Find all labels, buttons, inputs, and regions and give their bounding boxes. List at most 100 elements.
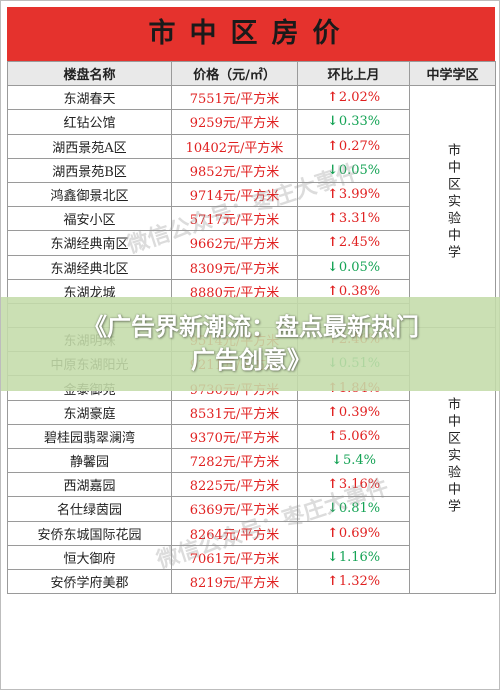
arrow-up-icon: ↑ [327,90,339,106]
banner-line-2: 广告创意》 [191,346,311,374]
property-name: 恒大御府 [7,544,172,570]
property-name: 福安小区 [7,206,172,232]
month-change: ↓0.05% [297,157,410,183]
headline-banner: 《广告界新潮流：盘点最新热门 广告创意》 [1,297,500,391]
month-change: ↑0.69% [297,520,410,546]
banner-line-1: 《广告界新潮流：盘点最新热门 [83,313,419,341]
property-name: 鸿鑫御景北区 [7,181,172,208]
property-price: 7282元/平方米 [171,447,298,474]
arrow-down-icon: ↓ [327,501,339,517]
table-row: 安侨学府美郡 8219元/平方米 ↑1.32% [7,568,496,595]
header-school: 中学学区 [409,60,496,87]
change-value: 0.33% [338,114,381,130]
arrow-up-icon: ↑ [327,235,339,251]
property-price: 8309元/平方米 [171,254,298,280]
table-row: 安侨东城国际花园 8264元/平方米 ↑0.69% [7,520,496,546]
property-price: 5717元/平方米 [171,206,298,232]
month-change: ↑3.31% [297,206,410,232]
change-value: 1.16% [338,549,381,565]
property-price: 9852元/平方米 [171,157,298,183]
month-change: ↑3.16% [297,472,410,498]
property-price: 7061元/平方米 [171,544,298,570]
property-price: 9259元/平方米 [171,109,298,135]
property-name: 安侨东城国际花园 [7,520,172,546]
property-name: 红钻公馆 [7,109,172,135]
property-price: 10402元/平方米 [171,133,298,159]
change-value: 0.05% [338,162,381,178]
month-change: ↑1.32% [297,568,410,595]
arrow-down-icon: ↓ [327,162,339,178]
month-change: ↓0.05% [297,254,410,280]
change-value: 0.81% [338,501,381,517]
table-row: 湖西景苑B区 9852元/平方米 ↓0.05% [7,157,496,183]
property-name: 东湖经典南区 [7,230,172,256]
property-name: 西湖嘉园 [7,472,172,498]
month-change: ↓5.4% [297,447,410,474]
property-price: 9370元/平方米 [171,423,298,450]
month-change: ↑3.99% [297,181,410,208]
header-change: 环比上月 [297,60,410,87]
change-value: 0.27% [338,138,381,154]
arrow-up-icon: ↑ [327,477,339,493]
month-change: ↓0.81% [297,496,410,522]
property-price: 9662元/平方米 [171,230,298,256]
change-value: 0.05% [338,259,381,275]
change-value: 5.06% [338,428,381,444]
property-name: 湖西景苑B区 [7,157,172,183]
property-price: 8219元/平方米 [171,568,298,595]
change-value: 3.31% [338,211,381,227]
arrow-down-icon: ↓ [327,259,339,275]
arrow-down-icon: ↓ [327,549,339,565]
property-price: 8264元/平方米 [171,520,298,546]
change-value: 0.38% [338,283,381,299]
arrow-down-icon: ↓ [327,114,339,130]
change-value: 3.16% [338,477,381,493]
school-district: 市中区实验中学 [409,85,496,329]
property-price: 8225元/平方米 [171,472,298,498]
table-row: 东湖春天 7551元/平方米 ↑2.02% 市中区实验中学 [7,85,496,329]
change-value: 0.69% [338,525,381,541]
month-change: ↑5.06% [297,423,410,450]
property-name: 东湖豪庭 [7,399,172,425]
property-name: 东湖春天 [7,85,172,111]
table-row: 湖西景苑A区 10402元/平方米 ↑0.27% [7,133,496,159]
month-change: ↑0.39% [297,399,410,425]
change-value: 2.02% [338,90,381,106]
header-price: 价格（元/㎡） [171,60,298,87]
property-name: 碧桂园翡翠澜湾 [7,423,172,450]
table-row: 东湖豪庭 8531元/平方米 ↑0.39% [7,399,496,425]
table-row: 东湖经典南区 9662元/平方米 ↑2.45% [7,230,496,256]
school-district-label: 市中区实验中学 [445,396,460,516]
table-header-row: 楼盘名称 价格（元/㎡） 环比上月 中学学区 [7,60,496,87]
month-change: ↑0.27% [297,133,410,159]
school-district-label: 市中区实验中学 [445,142,460,262]
property-price: 9714元/平方米 [171,181,298,208]
month-change: ↑2.02% [297,85,410,111]
header-name: 楼盘名称 [7,60,172,87]
month-change: ↑2.45% [297,230,410,256]
arrow-up-icon: ↑ [327,211,339,227]
property-name: 安侨学府美郡 [7,568,172,595]
arrow-up-icon: ↑ [327,428,339,444]
arrow-up-icon: ↑ [327,187,339,203]
change-value: 3.99% [338,187,381,203]
arrow-up-icon: ↑ [327,138,339,154]
table-row: 恒大御府 7061元/平方米 ↓1.16% [7,544,496,570]
arrow-down-icon: ↓ [331,453,343,469]
change-value: 0.39% [338,404,381,420]
property-name: 名仕绿茵园 [7,496,172,522]
month-change: ↓0.33% [297,109,410,135]
property-name: 东湖经典北区 [7,254,172,280]
change-value: 5.4% [342,453,377,469]
arrow-up-icon: ↑ [327,574,339,590]
month-change: ↓1.16% [297,544,410,570]
property-price: 8531元/平方米 [171,399,298,425]
property-name: 湖西景苑A区 [7,133,172,159]
change-value: 1.32% [338,574,381,590]
page-title: 市中区房价 [7,7,495,61]
property-price: 6369元/平方米 [171,496,298,522]
arrow-up-icon: ↑ [327,404,339,420]
arrow-up-icon: ↑ [327,283,339,299]
property-name: 静馨园 [7,447,172,474]
